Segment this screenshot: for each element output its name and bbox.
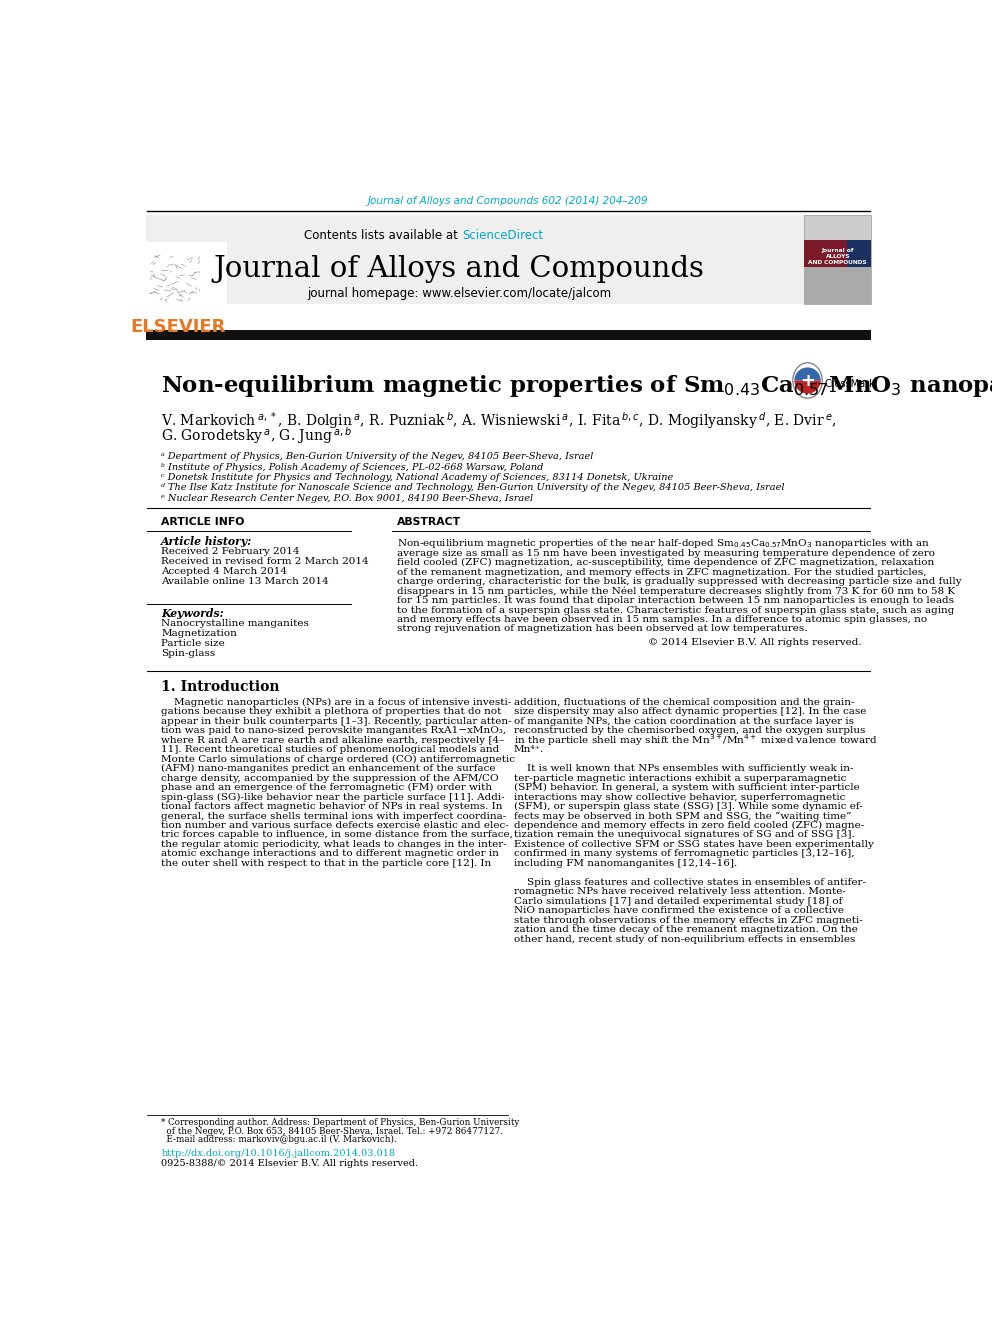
Text: for 15 nm particles. It was found that dipolar interaction between 15 nm nanopar: for 15 nm particles. It was found that d… <box>397 597 953 605</box>
Text: V. Markovich$\,^{a,*}$, B. Dolgin$\,^{a}$, R. Puzniak$\,^{b}$, A. Wisniewski$\,^: V. Markovich$\,^{a,*}$, B. Dolgin$\,^{a}… <box>161 410 837 431</box>
Text: tional factors affect magnetic behavior of NPs in real systems. In: tional factors affect magnetic behavior … <box>161 802 503 811</box>
Text: Carlo simulations [17] and detailed experimental study [18] of: Carlo simulations [17] and detailed expe… <box>514 897 842 906</box>
Text: addition, fluctuations of the chemical composition and the grain-: addition, fluctuations of the chemical c… <box>514 697 854 706</box>
Text: ᵉ Nuclear Research Center Negev, P.O. Box 9001, 84190 Beer-Sheva, Israel: ᵉ Nuclear Research Center Negev, P.O. Bo… <box>161 493 534 503</box>
Text: fects may be observed in both SPM and SSG, the “waiting time”: fects may be observed in both SPM and SS… <box>514 811 851 820</box>
Text: Particle size: Particle size <box>161 639 225 648</box>
Text: tric forces capable to influence, in some distance from the surface,: tric forces capable to influence, in som… <box>161 831 513 840</box>
Text: Non-equilibrium magnetic properties of the near half-doped Sm$_{0.45}$Ca$_{0.57}: Non-equilibrium magnetic properties of t… <box>397 537 930 550</box>
Text: other hand, recent study of non-equilibrium effects in ensembles: other hand, recent study of non-equilibr… <box>514 934 855 943</box>
Text: ScienceDirect: ScienceDirect <box>462 229 543 242</box>
Text: Article history:: Article history: <box>161 536 252 546</box>
Text: disappears in 15 nm particles, while the Néel temperature decreases slightly fro: disappears in 15 nm particles, while the… <box>397 586 955 595</box>
Text: of the remanent magnetization, and memory effects in ZFC magnetization. For the : of the remanent magnetization, and memor… <box>397 568 927 577</box>
Bar <box>146 242 227 303</box>
Text: ABSTRACT: ABSTRACT <box>397 517 461 527</box>
Text: general, the surface shells terminal ions with imperfect coordina-: general, the surface shells terminal ion… <box>161 811 507 820</box>
Text: NiO nanoparticles have confirmed the existence of a collective: NiO nanoparticles have confirmed the exi… <box>514 906 844 916</box>
Text: ARTICLE INFO: ARTICLE INFO <box>161 517 245 527</box>
Text: ter-particle magnetic interactions exhibit a superparamagnetic: ter-particle magnetic interactions exhib… <box>514 774 846 783</box>
Text: © 2014 Elsevier B.V. All rights reserved.: © 2014 Elsevier B.V. All rights reserved… <box>648 638 862 647</box>
Text: Existence of collective SFM or SSG states have been experimentally: Existence of collective SFM or SSG state… <box>514 840 874 849</box>
Text: atomic exchange interactions and to different magnetic order in: atomic exchange interactions and to diff… <box>161 849 499 859</box>
Text: charge ordering, characteristic for the bulk, is gradually suppressed with decre: charge ordering, characteristic for the … <box>397 577 961 586</box>
Text: 0925-8388/© 2014 Elsevier B.V. All rights reserved.: 0925-8388/© 2014 Elsevier B.V. All right… <box>161 1159 419 1168</box>
Text: spin-glass (SG)-like behavior near the particle surface [11]. Addi-: spin-glass (SG)-like behavior near the p… <box>161 792 505 802</box>
Text: Accepted 4 March 2014: Accepted 4 March 2014 <box>161 568 288 576</box>
Text: Nanocrystalline manganites: Nanocrystalline manganites <box>161 619 310 628</box>
Text: Magnetic nanoparticles (NPs) are in a focus of intensive investi-: Magnetic nanoparticles (NPs) are in a fo… <box>161 697 512 706</box>
Bar <box>146 214 810 303</box>
Text: confirmed in many systems of ferromagnetic particles [3,12–16],: confirmed in many systems of ferromagnet… <box>514 849 854 859</box>
Text: size dispersity may also affect dynamic properties [12]. In the case: size dispersity may also affect dynamic … <box>514 708 866 716</box>
Text: http://dx.doi.org/10.1016/j.jallcom.2014.03.018: http://dx.doi.org/10.1016/j.jallcom.2014… <box>161 1150 396 1158</box>
Text: tion number and various surface defects exercise elastic and elec-: tion number and various surface defects … <box>161 822 509 830</box>
Text: Received in revised form 2 March 2014: Received in revised form 2 March 2014 <box>161 557 369 566</box>
Text: 1. Introduction: 1. Introduction <box>161 680 280 695</box>
Text: (SFM), or superspin glass state (SSG) [3]. While some dynamic ef-: (SFM), or superspin glass state (SSG) [3… <box>514 802 863 811</box>
Text: CrossMark: CrossMark <box>824 380 875 389</box>
Text: Monte Carlo simulations of charge ordered (CO) antiferromagnetic: Monte Carlo simulations of charge ordere… <box>161 754 515 763</box>
Text: * Corresponding author. Address: Department of Physics, Ben-Gurion University: * Corresponding author. Address: Departm… <box>161 1118 520 1127</box>
Text: charge density, accompanied by the suppression of the AFM/CO: charge density, accompanied by the suppr… <box>161 774 499 783</box>
Wedge shape <box>795 381 820 394</box>
Text: journal homepage: www.elsevier.com/locate/jalcom: journal homepage: www.elsevier.com/locat… <box>307 287 611 300</box>
Text: Received 2 February 2014: Received 2 February 2014 <box>161 546 300 556</box>
Text: including FM nanomanganites [12,14–16].: including FM nanomanganites [12,14–16]. <box>514 859 737 868</box>
Text: ᵈ The Ilse Katz Institute for Nanoscale Science and Technology, Ben-Gurion Unive: ᵈ The Ilse Katz Institute for Nanoscale … <box>161 483 785 492</box>
Text: (AFM) nano-manganites predict an enhancement of the surface: (AFM) nano-manganites predict an enhance… <box>161 765 496 773</box>
Text: ᶜ Donetsk Institute for Physics and Technology, National Academy of Sciences, 83: ᶜ Donetsk Institute for Physics and Tech… <box>161 474 674 482</box>
Text: ELSEVIER: ELSEVIER <box>131 318 226 336</box>
Text: (SPM) behavior. In general, a system with sufficient inter-particle: (SPM) behavior. In general, a system wit… <box>514 783 860 792</box>
Text: the outer shell with respect to that in the particle core [12]. In: the outer shell with respect to that in … <box>161 859 491 868</box>
Text: Contents lists available at: Contents lists available at <box>305 229 462 242</box>
Text: interactions may show collective behavior, superferromagnetic: interactions may show collective behavio… <box>514 792 845 802</box>
Text: Journal of Alloys and Compounds 602 (2014) 204–209: Journal of Alloys and Compounds 602 (201… <box>368 196 649 206</box>
Text: Available online 13 March 2014: Available online 13 March 2014 <box>161 577 328 586</box>
Text: Journal of
ALLOYS
AND COMPOUNDS: Journal of ALLOYS AND COMPOUNDS <box>808 249 867 265</box>
Text: phase and an emergence of the ferromagnetic (FM) order with: phase and an emergence of the ferromagne… <box>161 783 492 792</box>
Text: 11]. Recent theoretical studies of phenomenological models and: 11]. Recent theoretical studies of pheno… <box>161 745 499 754</box>
Text: Spin-glass: Spin-glass <box>161 650 215 659</box>
Text: dependence and memory effects in zero field cooled (ZFC) magne-: dependence and memory effects in zero fi… <box>514 822 864 830</box>
Text: Journal of Alloys and Compounds: Journal of Alloys and Compounds <box>213 255 704 283</box>
Text: to the formation of a superspin glass state. Characteristic features of superspi: to the formation of a superspin glass st… <box>397 606 954 615</box>
Text: G. Gorodetsky$\,^{a}$, G. Jung$\,^{a,b}$: G. Gorodetsky$\,^{a}$, G. Jung$\,^{a,b}$ <box>161 426 352 446</box>
Text: the regular atomic periodicity, what leads to changes in the inter-: the regular atomic periodicity, what lea… <box>161 840 507 849</box>
Text: It is well known that NPs ensembles with sufficiently weak in-: It is well known that NPs ensembles with… <box>514 765 853 773</box>
Text: Keywords:: Keywords: <box>161 609 224 619</box>
Bar <box>805 241 847 266</box>
Text: romagnetic NPs have received relatively less attention. Monte-: romagnetic NPs have received relatively … <box>514 888 846 896</box>
Bar <box>847 241 871 266</box>
Text: gations because they exhibit a plethora of properties that do not: gations because they exhibit a plethora … <box>161 708 502 716</box>
Text: Spin glass features and collective states in ensembles of antifer-: Spin glass features and collective state… <box>514 878 866 886</box>
Text: tization remain the unequivocal signatures of SG and of SSG [3].: tization remain the unequivocal signatur… <box>514 831 854 840</box>
Text: tion was paid to nano-sized perovskite manganites RxA1−xMnO₃,: tion was paid to nano-sized perovskite m… <box>161 726 506 736</box>
Text: ᵃ Department of Physics, Ben-Gurion University of the Negev, 84105 Beer-Sheva, I: ᵃ Department of Physics, Ben-Gurion Univ… <box>161 452 593 462</box>
Text: strong rejuvenation of magnetization has been observed at low temperatures.: strong rejuvenation of magnetization has… <box>397 624 807 634</box>
Text: Non-equilibrium magnetic properties of Sm$_{0.43}$Ca$_{0.57}$MnO$_3$ nanoparticl: Non-equilibrium magnetic properties of S… <box>161 373 992 400</box>
Text: Mn⁴⁺.: Mn⁴⁺. <box>514 745 544 754</box>
Text: where R and A are rare earth and alkaline earth, respectively [4–: where R and A are rare earth and alkalin… <box>161 736 505 745</box>
Text: E-mail address: markoviv@bgu.ac.il (V. Markovich).: E-mail address: markoviv@bgu.ac.il (V. M… <box>161 1135 397 1144</box>
Text: of manganite NPs, the cation coordination at the surface layer is: of manganite NPs, the cation coordinatio… <box>514 717 854 726</box>
Text: Magnetization: Magnetization <box>161 630 237 639</box>
Text: ᵇ Institute of Physics, Polish Academy of Sciences, PL-02-668 Warsaw, Poland: ᵇ Institute of Physics, Polish Academy o… <box>161 463 544 471</box>
Text: appear in their bulk counterparts [1–3]. Recently, particular atten-: appear in their bulk counterparts [1–3].… <box>161 717 512 726</box>
Text: in the particle shell may shift the Mn$^{3+}$/Mn$^{4+}$ mixed valence toward: in the particle shell may shift the Mn$^… <box>514 733 878 749</box>
Text: state through observations of the memory effects in ZFC magneti-: state through observations of the memory… <box>514 916 863 925</box>
Text: reconstructed by the chemisorbed oxygen, and the oxygen surplus: reconstructed by the chemisorbed oxygen,… <box>514 726 865 736</box>
Text: field cooled (ZFC) magnetization, ac-susceptibility, time dependence of ZFC magn: field cooled (ZFC) magnetization, ac-sus… <box>397 558 934 568</box>
Bar <box>146 331 871 340</box>
Bar <box>805 214 871 303</box>
Wedge shape <box>795 368 820 381</box>
Text: of the Negev, P.O. Box 653, 84105 Beer-Sheva, Israel. Tel.: +972 86477127.: of the Negev, P.O. Box 653, 84105 Beer-S… <box>161 1127 503 1135</box>
Bar <box>805 266 871 303</box>
Text: +: + <box>801 372 815 389</box>
Text: and memory effects have been observed in 15 nm samples. In a difference to atomi: and memory effects have been observed in… <box>397 615 927 624</box>
Text: average size as small as 15 nm have been investigated by measuring temperature d: average size as small as 15 nm have been… <box>397 549 934 558</box>
Text: zation and the time decay of the remanent magnetization. On the: zation and the time decay of the remanen… <box>514 925 858 934</box>
